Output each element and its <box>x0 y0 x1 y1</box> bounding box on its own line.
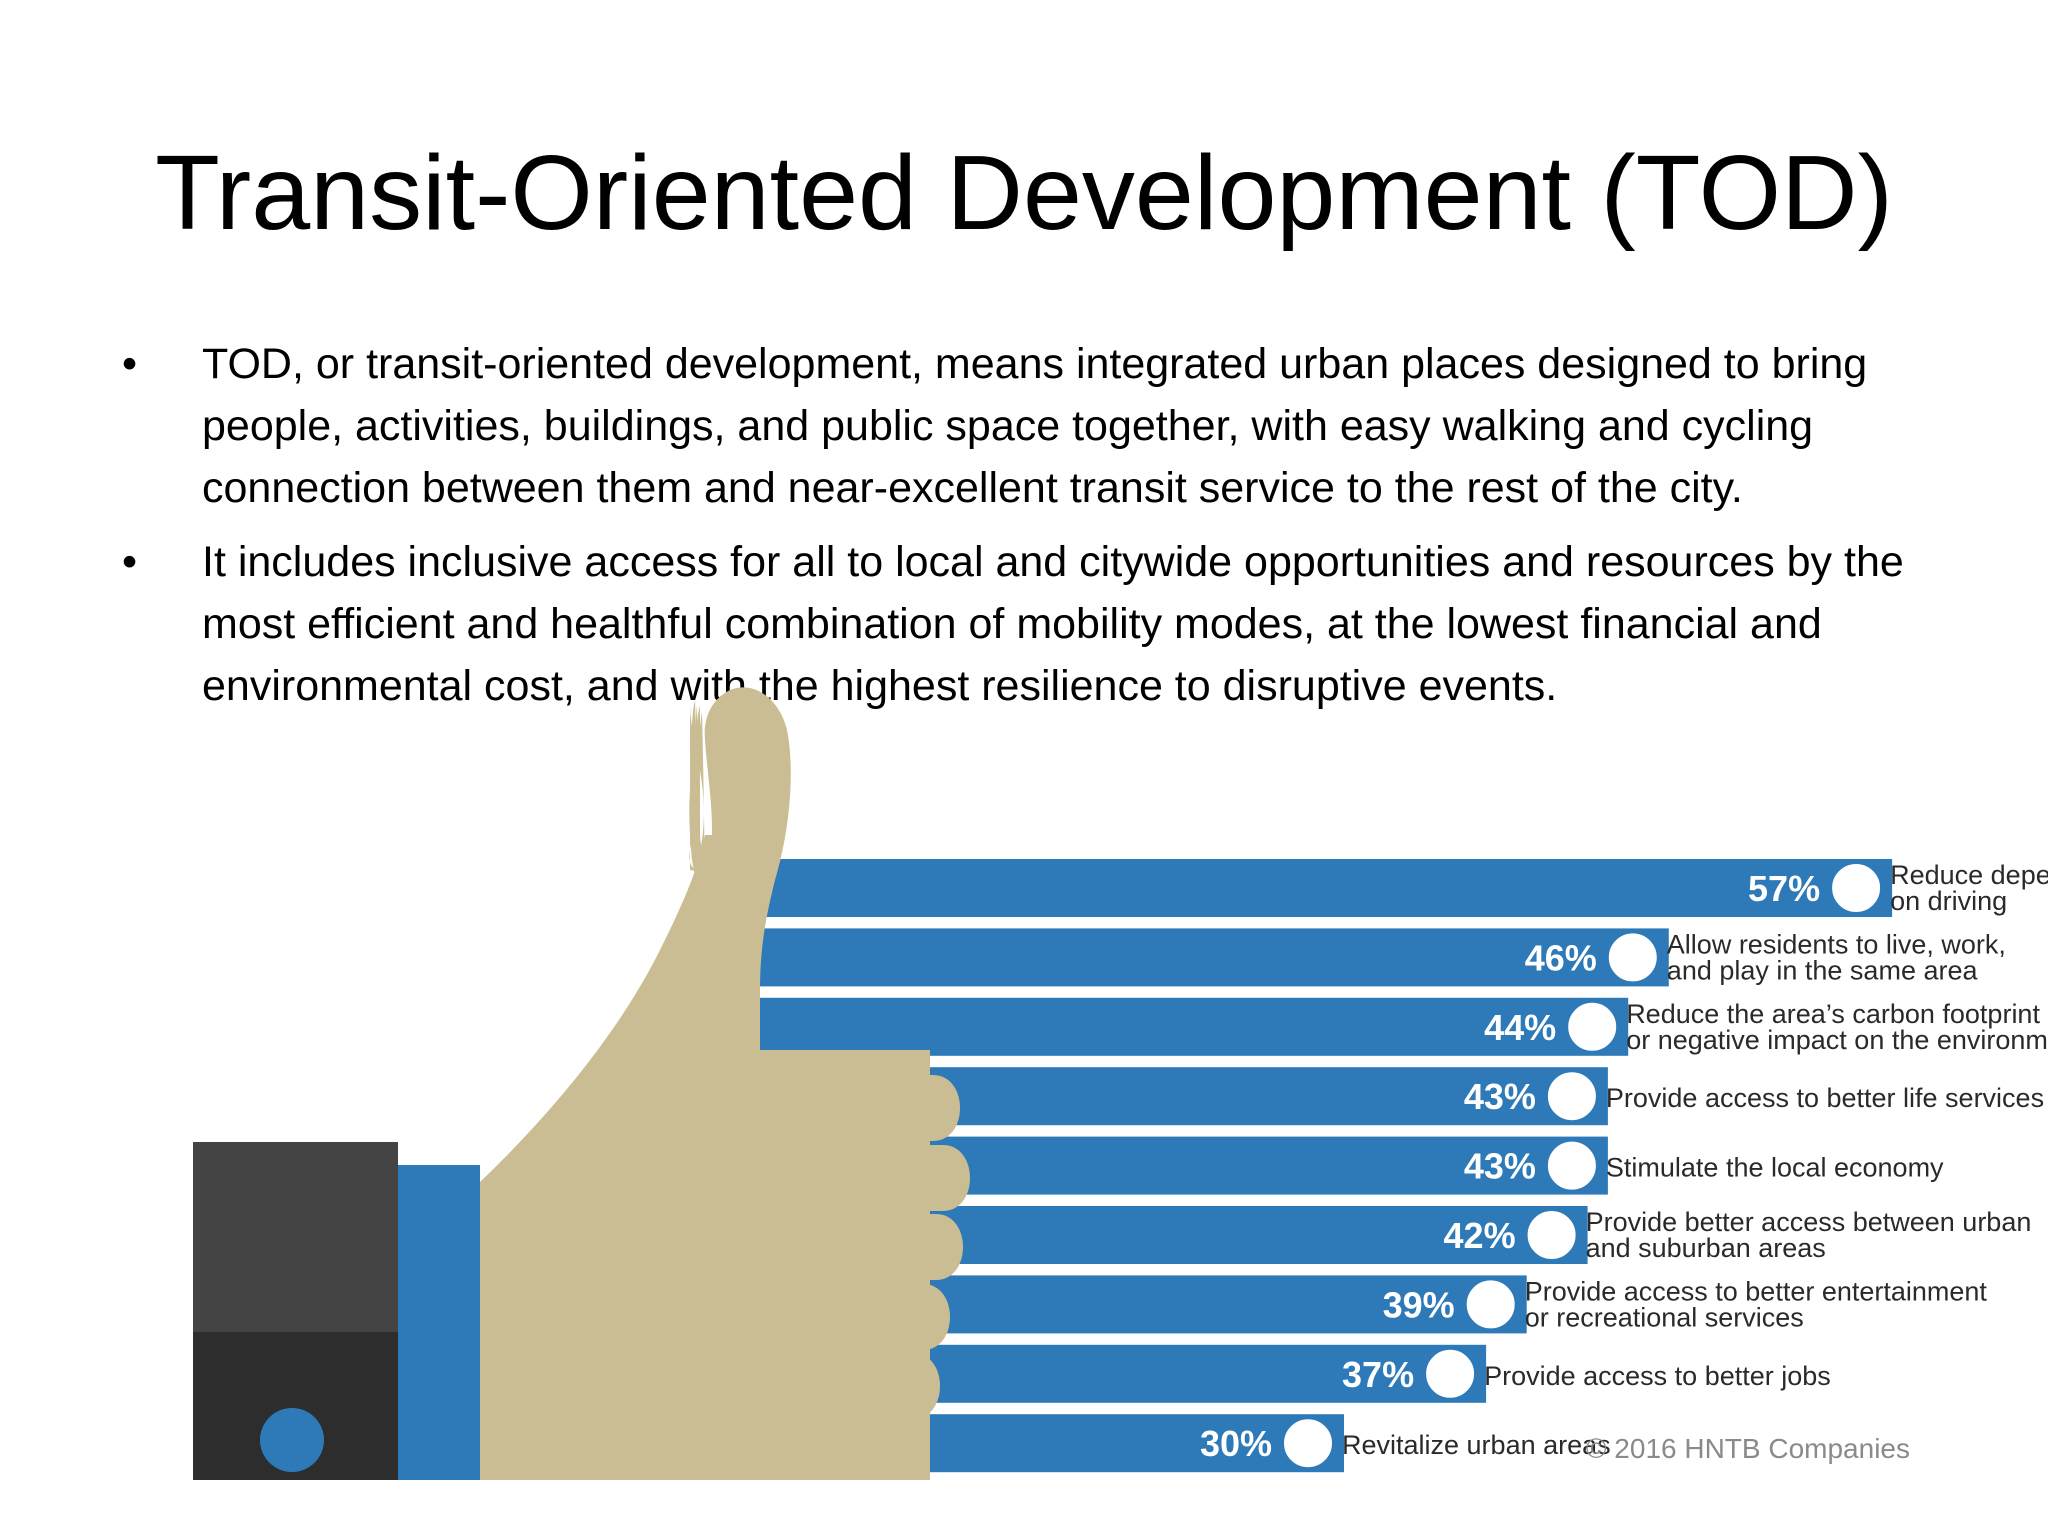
bar-category-label: Provide access to better jobs <box>1484 1361 1831 1391</box>
sleeve-button <box>260 1408 324 1472</box>
bar-category-label: Provide access to better life services <box>1606 1083 2044 1113</box>
bar-value-label: 43% <box>1464 1076 1536 1117</box>
bar <box>735 997 1629 1056</box>
bar-category-label: Allow residents to live, work, <box>1667 929 2006 959</box>
slide-title: Transit-Oriented Development (TOD) <box>155 134 1893 252</box>
bar-category-label: Provide better access between urban <box>1586 1207 2032 1237</box>
city-icon <box>1280 1415 1336 1472</box>
map-pin-icon <box>1523 1207 1580 1263</box>
bicycle-icon <box>1604 929 1661 986</box>
thumb-top <box>689 700 700 900</box>
pedestrian-icon <box>1828 860 1885 916</box>
bar-category-label: Stimulate the local economy <box>1606 1153 1944 1183</box>
bar-value-label: 30% <box>1200 1423 1272 1464</box>
camera-icon <box>1462 1276 1519 1333</box>
bar-value-label: 44% <box>1484 1007 1556 1048</box>
bar <box>735 859 1893 917</box>
cuff <box>398 1165 480 1480</box>
train-icon <box>1564 998 1621 1055</box>
bar-value-label: 37% <box>1342 1354 1414 1395</box>
bullet-item: • TOD, or transit-oriented development, … <box>116 333 1976 519</box>
bar-category-label: Reduce dependence <box>1890 860 2048 890</box>
briefcase-icon <box>1422 1345 1479 1402</box>
bar <box>735 928 1669 987</box>
bullet-text: TOD, or transit-oriented development, me… <box>202 340 1868 512</box>
credit-text: © 2016 HNTB Companies <box>1586 1433 1910 1464</box>
bullet-list: • TOD, or transit-oriented development, … <box>116 333 1976 729</box>
dollar-icon <box>1543 1137 1600 1194</box>
sleeve-top <box>193 1142 398 1332</box>
bar-category-label: Reduce the area’s carbon footprint <box>1626 999 2040 1029</box>
bar-value-label: 39% <box>1383 1284 1455 1325</box>
palm-wedge <box>690 900 760 1050</box>
bar-category-label: or recreational services <box>1525 1302 1804 1332</box>
bar-value-label: 43% <box>1464 1146 1536 1187</box>
bullet-item: • It includes inclusive access for all t… <box>116 531 1976 717</box>
bus-icon <box>1543 1068 1600 1125</box>
bullet-dot: • <box>122 340 138 388</box>
bar-category-label: Provide access to better entertainment <box>1525 1276 1988 1306</box>
bar-value-label: 46% <box>1525 937 1597 978</box>
bar-category-label: Revitalize urban areas <box>1342 1430 1611 1460</box>
palm <box>480 1050 930 1480</box>
bar-category-label: and suburban areas <box>1586 1233 1826 1263</box>
bullet-dot: • <box>122 538 138 586</box>
bar-category-label: or negative impact on the environment <box>1626 1025 2048 1055</box>
bar-value-label: 57% <box>1748 868 1820 909</box>
bar-category-label: and play in the same area <box>1667 955 1979 985</box>
bar-value-label: 42% <box>1444 1215 1516 1256</box>
bar-category-label: on driving <box>1890 886 2007 916</box>
bullet-text: It includes inclusive access for all to … <box>202 538 1904 710</box>
thumb <box>695 687 791 1050</box>
